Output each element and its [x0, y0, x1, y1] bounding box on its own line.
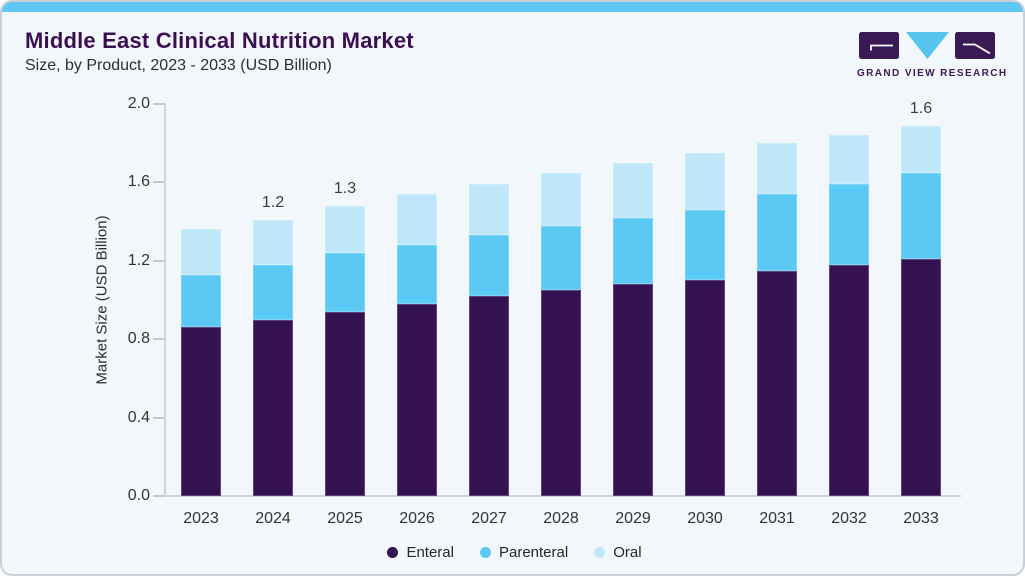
bar-segment-enteral-2033 — [901, 258, 941, 496]
bar-segment-oral-2031 — [757, 143, 797, 195]
bar-2024 — [253, 219, 293, 496]
bar-2033 — [901, 125, 941, 496]
y-tick-label: 2.0 — [127, 95, 150, 112]
bar-segment-enteral-2027 — [469, 296, 509, 496]
plot-area: 1.2 1.3 1.6 — [153, 100, 961, 497]
bar-segment-parenteral-2023 — [181, 274, 221, 328]
y-tick-label: 1.6 — [127, 173, 150, 191]
bar-segment-oral-2023 — [181, 229, 221, 275]
legend-item-enteral: Enteral — [387, 544, 454, 561]
y-tick-mark — [153, 416, 164, 419]
bar-segment-enteral-2032 — [829, 264, 869, 496]
legend-dot-parenteral — [479, 546, 491, 558]
bar-segment-oral-2026 — [397, 194, 437, 246]
bar-2025 — [325, 205, 365, 496]
bar-segment-oral-2029 — [613, 162, 653, 218]
bar-segment-parenteral-2033 — [901, 172, 941, 259]
bar-segment-oral-2024 — [253, 219, 293, 265]
bar-2028 — [541, 172, 581, 496]
x-tick-label-2030: 2030 — [687, 510, 723, 527]
bar-segment-oral-2032 — [829, 135, 869, 185]
x-tick-label-2026: 2026 — [399, 510, 435, 527]
bar-2029 — [613, 162, 653, 496]
bar-2023 — [181, 229, 221, 496]
bar-2030 — [685, 153, 725, 496]
y-tick-label: 0.8 — [127, 330, 150, 348]
legend-item-oral: Oral — [594, 543, 642, 561]
x-tick-label-2028: 2028 — [543, 510, 579, 527]
bar-total-label-2033: 1.6 — [909, 99, 933, 117]
bar-segment-oral-2028 — [541, 172, 581, 226]
legend-dot-enteral — [387, 546, 399, 558]
x-tick-label-2029: 2029 — [615, 510, 651, 527]
x-tick-label-2024: 2024 — [255, 510, 291, 527]
bar-2026 — [397, 194, 437, 496]
bar-segment-oral-2025 — [325, 205, 365, 253]
bar-segment-enteral-2029 — [613, 284, 653, 496]
bar-segment-enteral-2025 — [325, 311, 365, 496]
gvr-logo-v-triangle — [906, 32, 949, 59]
legend-dot-oral — [594, 546, 606, 558]
legend: Enteral Parenteral Oral — [2, 540, 1023, 564]
legend-label-enteral: Enteral — [406, 543, 454, 561]
gvr-logo-r-glyph — [963, 43, 991, 55]
card-top-accent — [2, 2, 1023, 12]
page-subtitle: Size, by Product, 2023 - 2033 (USD Billi… — [25, 57, 332, 74]
y-tick-mark — [153, 259, 164, 262]
gvr-logo-text: GRAND VIEW RESEARCH — [857, 68, 1008, 79]
x-tick-label-2027: 2027 — [471, 510, 507, 527]
bar-2032 — [829, 135, 869, 496]
bar-segment-enteral-2031 — [757, 270, 797, 496]
y-tick-mark — [153, 495, 164, 497]
bar-segment-parenteral-2032 — [829, 184, 869, 265]
x-tick-label-2031: 2031 — [759, 510, 795, 527]
y-axis-title: Market Size (USD Billion) — [93, 215, 111, 385]
y-tick-mark — [153, 103, 164, 105]
bar-2027 — [469, 184, 509, 496]
y-tick-label: 0.4 — [127, 408, 150, 426]
bar-segment-enteral-2028 — [541, 290, 581, 496]
x-tick-label-2033: 2033 — [903, 510, 939, 527]
bar-total-label-2025: 1.3 — [333, 179, 357, 197]
bar-segment-enteral-2023 — [181, 327, 221, 496]
bar-segment-parenteral-2028 — [541, 225, 581, 291]
y-axis-line — [164, 103, 166, 496]
y-tick-label: 1.2 — [127, 251, 150, 269]
bar-segment-parenteral-2024 — [253, 264, 293, 320]
legend-item-parenteral: Parenteral — [479, 543, 569, 561]
gvr-logo: GRAND VIEW RESEARCH — [857, 32, 1008, 79]
bar-segment-parenteral-2027 — [469, 235, 509, 297]
x-axis-line — [164, 495, 961, 497]
bar-total-label-2024: 1.2 — [261, 193, 285, 211]
bar-segment-enteral-2024 — [253, 319, 293, 496]
bar-segment-parenteral-2030 — [685, 209, 725, 281]
bar-segment-parenteral-2029 — [613, 217, 653, 285]
y-tick-mark — [153, 181, 164, 184]
x-tick-label-2025: 2025 — [327, 510, 363, 527]
bar-segment-parenteral-2026 — [397, 245, 437, 304]
bar-segment-oral-2027 — [469, 184, 509, 236]
legend-label-parenteral: Parenteral — [498, 543, 569, 561]
bar-2031 — [757, 143, 797, 496]
x-tick-label-2023: 2023 — [183, 510, 219, 527]
x-tick-label-2032: 2032 — [831, 510, 867, 527]
bar-segment-enteral-2026 — [397, 303, 437, 496]
bar-segment-parenteral-2031 — [757, 194, 797, 271]
gvr-logo-mark — [859, 32, 995, 59]
gvr-logo-g-glyph — [870, 44, 893, 51]
bar-segment-oral-2030 — [685, 153, 725, 210]
bar-segment-enteral-2030 — [685, 280, 725, 496]
y-tick-mark — [153, 338, 164, 341]
y-tick-label: 0.0 — [127, 487, 150, 504]
bar-segment-oral-2033 — [901, 125, 941, 173]
bar-segment-parenteral-2025 — [325, 252, 365, 312]
legend-label-oral: Oral — [613, 543, 642, 561]
page-title: Middle East Clinical Nutrition Market — [25, 28, 414, 53]
